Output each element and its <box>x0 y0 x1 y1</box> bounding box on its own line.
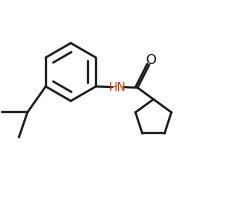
Text: HN: HN <box>109 80 126 94</box>
Text: O: O <box>145 53 156 67</box>
